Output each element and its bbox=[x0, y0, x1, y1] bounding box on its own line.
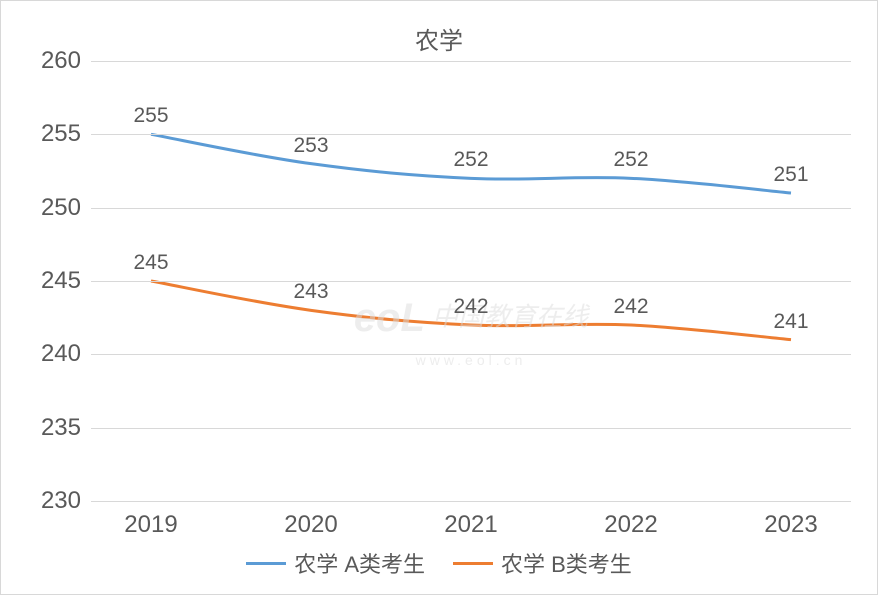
legend-item: 农学 B类考生 bbox=[453, 547, 632, 579]
legend-label: 农学 A类考生 bbox=[294, 547, 425, 579]
x-axis-labels: 2019 2020 2021 2022 2023 bbox=[91, 511, 851, 541]
data-point-label: 255 bbox=[133, 104, 168, 128]
y-tick-label: 240 bbox=[41, 340, 81, 368]
x-tick-label: 2021 bbox=[444, 511, 497, 539]
line-chart: 农学 230235240245250255260 eoL 中国教育在线 www.… bbox=[0, 0, 878, 595]
y-tick-label: 255 bbox=[41, 120, 81, 148]
legend-swatch bbox=[246, 562, 286, 565]
y-tick-label: 260 bbox=[41, 47, 81, 75]
data-point-label: 245 bbox=[133, 251, 168, 275]
data-point-label: 252 bbox=[453, 148, 488, 172]
legend-swatch bbox=[453, 562, 493, 565]
y-tick-label: 230 bbox=[41, 487, 81, 515]
chart-title: 农学 bbox=[1, 21, 877, 56]
x-tick-label: 2019 bbox=[124, 511, 177, 539]
data-point-label: 243 bbox=[293, 280, 328, 304]
gridline bbox=[91, 61, 851, 62]
y-tick-label: 245 bbox=[41, 267, 81, 295]
data-point-label: 251 bbox=[773, 163, 808, 187]
y-tick-label: 250 bbox=[41, 194, 81, 222]
legend-label: 农学 B类考生 bbox=[501, 547, 632, 579]
gridline bbox=[91, 501, 851, 502]
gridline bbox=[91, 428, 851, 429]
data-point-label: 253 bbox=[293, 134, 328, 158]
x-tick-label: 2020 bbox=[284, 511, 337, 539]
x-tick-label: 2023 bbox=[764, 511, 817, 539]
data-point-label: 242 bbox=[453, 295, 488, 319]
gridline bbox=[91, 281, 851, 282]
gridline bbox=[91, 134, 851, 135]
gridline bbox=[91, 354, 851, 355]
data-point-label: 252 bbox=[613, 148, 648, 172]
gridline bbox=[91, 208, 851, 209]
y-tick-label: 235 bbox=[41, 414, 81, 442]
data-point-label: 242 bbox=[613, 295, 648, 319]
x-tick-label: 2022 bbox=[604, 511, 657, 539]
legend: 农学 A类考生 农学 B类考生 bbox=[1, 547, 877, 579]
y-axis-labels: 230235240245250255260 bbox=[26, 61, 81, 501]
data-point-label: 241 bbox=[773, 310, 808, 334]
legend-item: 农学 A类考生 bbox=[246, 547, 425, 579]
plot-area: eoL 中国教育在线 www.eol.cn 255253252252251245… bbox=[91, 61, 851, 501]
